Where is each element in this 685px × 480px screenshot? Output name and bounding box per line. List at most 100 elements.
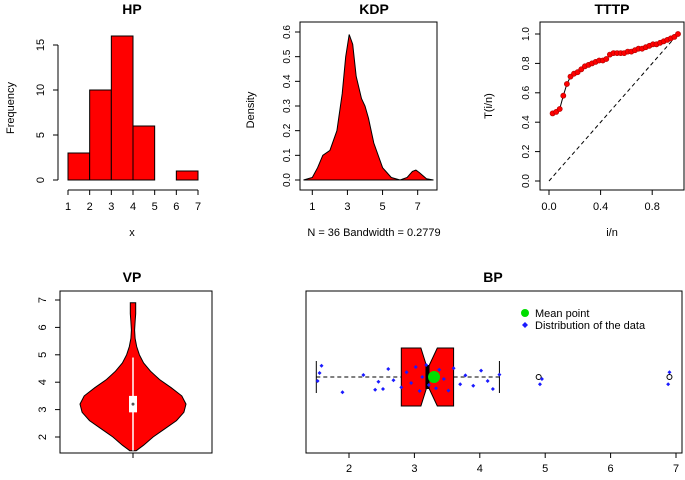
kdp-panel: KDP 1 3 5 7 0.0 0.1 0.2 0.3 0.4 0.5 0.6 N = 36 Ban…: [245, 1, 441, 239]
vp-y-tick-label: 3: [37, 407, 49, 413]
kdp-title: KDP: [359, 1, 389, 17]
kdp-y-tick-label: 0.4: [282, 74, 293, 88]
hp-x-tick-label: 4: [130, 201, 136, 213]
hp-x-tick-label: 3: [108, 201, 114, 213]
tttp-point: [564, 81, 570, 87]
bp-outlier: [535, 374, 542, 380]
bp-data-point: [381, 387, 386, 391]
vp-y-tick-label: 4: [37, 379, 49, 385]
bp-plot: [315, 347, 673, 407]
hp-title: HP: [122, 1, 141, 17]
vp-axes: 2 3 4 5 6 7: [37, 297, 134, 458]
hp-panel: HP 1 2 3 4 5 6 7 0 5 10 15 x Frequency: [5, 1, 201, 239]
bp-data-point: [497, 372, 502, 377]
tttp-point: [675, 31, 681, 37]
tttp-y-tick-label: 0.8: [521, 56, 532, 70]
bp-data-point: [666, 382, 671, 387]
kdp-axes: 1 3 5 7 0.0 0.1 0.2 0.3 0.4 0.5 0.6: [282, 25, 421, 213]
legend-mean-marker: [521, 309, 529, 317]
vp-y-tick-label: 2: [37, 434, 49, 440]
hp-axes: 1 2 3 4 5 6 7 0 5 10 15: [35, 39, 201, 213]
hp-x-tick-label: 2: [87, 201, 93, 213]
bp-x-tick-label: 5: [542, 463, 548, 475]
hp-x-tick-label: 5: [152, 201, 158, 213]
kdp-y-tick-label: 0.1: [282, 148, 293, 162]
tttp-x-tick-label: 0.8: [645, 201, 660, 213]
bp-data-point: [376, 379, 381, 384]
tttp-xlabel: i/n: [606, 227, 618, 239]
hp-x-tick-label: 1: [65, 201, 71, 213]
kdp-ylabel: Density: [245, 91, 257, 128]
bp-x-tick-label: 7: [673, 463, 679, 475]
bp-title: BP: [483, 269, 502, 285]
bp-data-point: [404, 370, 409, 375]
bp-data-point: [490, 387, 495, 391]
kdp-y-tick-label: 0.6: [282, 25, 293, 39]
tttp-title: TTTP: [595, 1, 630, 17]
kdp-y-tick-label: 0.2: [282, 123, 293, 137]
tttp-y-tick-label: 0.4: [521, 115, 532, 129]
bp-outlier: [666, 374, 673, 380]
bp-data-point: [420, 375, 425, 379]
bp-data-point: [426, 383, 431, 387]
tttp-point: [560, 92, 567, 99]
legend-dist-marker: [522, 322, 528, 328]
bp-x-tick-label: 3: [411, 463, 417, 475]
bp-data-point: [479, 368, 484, 373]
bp-x-tick-label: 2: [346, 463, 352, 475]
hp-y-tick-label: 15: [35, 39, 47, 51]
hp-bar: [110, 35, 134, 181]
kdp-x-tick-label: 5: [379, 201, 385, 213]
hp-ylabel: Frequency: [5, 82, 17, 134]
hp-x-tick-label: 6: [173, 201, 179, 213]
bp-mean-point: [428, 371, 441, 383]
bp-data-point: [437, 367, 442, 372]
bp-data-point: [413, 365, 418, 369]
bp-data-point: [317, 371, 322, 375]
bp-x-tick-label: 6: [608, 463, 614, 475]
tttp-panel: TTTP 0.0 0.4 0.8 0.0 0.2 0.4 0.6 0.8 1.0 i/n T(i…: [483, 1, 685, 239]
bp-data-point: [537, 382, 542, 387]
bp-data-point: [667, 370, 672, 375]
bp-x-tick-label: 4: [477, 463, 483, 475]
hp-bar: [175, 170, 199, 181]
bp-data-point: [451, 366, 456, 371]
bp-axes: 2 3 4 5 6 7: [346, 453, 679, 475]
tttp-y-tick-label: 0.6: [521, 85, 532, 99]
tttp-x-tick-label: 0.4: [593, 201, 608, 213]
kdp-density-curve: [303, 34, 434, 181]
tttp-reference-line: [548, 33, 679, 182]
tttp-ylabel: T(i/n): [483, 93, 495, 119]
bp-data-point: [463, 373, 468, 378]
bp-data-point: [441, 377, 446, 381]
bp-box: [305, 290, 683, 454]
bp-data-point: [373, 387, 378, 392]
hp-bar: [67, 152, 91, 181]
kdp-x-tick-label: 3: [344, 201, 350, 213]
bp-data-point: [315, 379, 320, 383]
hp-bar: [89, 89, 112, 181]
kdp-y-tick-label: 0.5: [282, 49, 293, 63]
tttp-y-tick-label: 1.0: [521, 27, 532, 41]
bp-data-point: [424, 363, 429, 367]
hp-x-tick-label: 7: [195, 201, 201, 213]
vp-y-tick-label: 6: [37, 324, 49, 330]
vp-plot: [79, 302, 187, 452]
vp-y-tick-label: 5: [37, 352, 49, 358]
bp-data-point: [391, 378, 396, 383]
hp-bars: [67, 35, 199, 181]
kdp-xlabel: N = 36 Bandwidth = 0.2779: [307, 227, 440, 239]
tttp-y-tick-label: 0.2: [521, 144, 532, 158]
hp-y-tick-label: 0: [35, 177, 47, 183]
bp-data-point: [539, 377, 544, 381]
vp-median-point: [131, 402, 135, 406]
vp-panel: VP 2 3 4 5 6 7: [37, 269, 213, 458]
tttp-y-tick-label: 0.0: [521, 174, 532, 188]
vp-title: VP: [123, 269, 142, 285]
bp-data-point: [458, 382, 463, 387]
kdp-x-tick-label: 7: [415, 201, 421, 213]
hp-y-tick-label: 10: [35, 84, 47, 96]
bp-data-point: [409, 381, 414, 385]
bp-data-point: [340, 390, 345, 395]
